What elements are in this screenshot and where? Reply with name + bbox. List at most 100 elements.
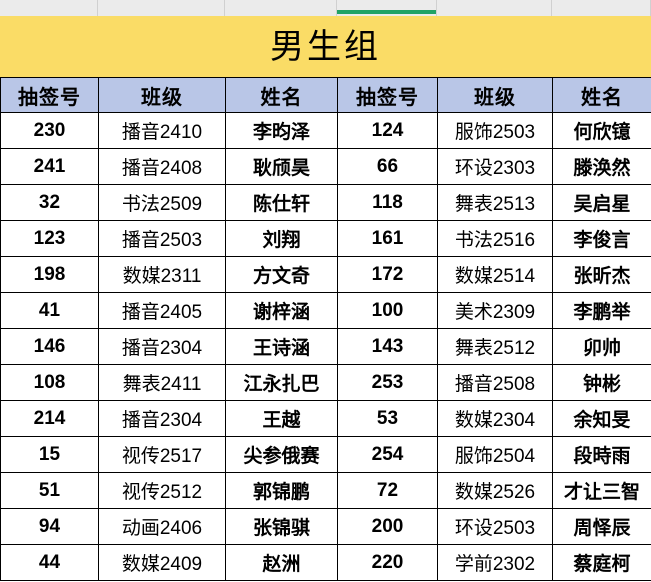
- cell-class-right: 环设2303: [437, 148, 553, 185]
- table-body: 230 播音2410 李昀泽 124 服饰2503 何欣镱 241 播音2408 耿颀昊 66 环设…: [0, 112, 651, 581]
- cell-class-right: 服饰2503: [437, 112, 553, 149]
- table-row: 241 播音2408 耿颀昊 66 环设2303 滕涣然: [0, 148, 651, 185]
- cell-draw-number-right: 200: [337, 508, 438, 545]
- cell-name-right: 张昕杰: [552, 256, 651, 293]
- cell-class-right: 播音2508: [437, 364, 553, 401]
- cell-name-right: 吴启星: [552, 184, 651, 221]
- cell-name-left: 刘翔: [225, 220, 338, 257]
- cell-name-left: 江永扎巴: [225, 364, 338, 401]
- cell-draw-number-right: 254: [337, 436, 438, 473]
- cell-class-left: 视传2517: [98, 436, 226, 473]
- spreadsheet-column-header-6[interactable]: [552, 0, 651, 16]
- cell-class-right: 数媒2304: [437, 400, 553, 437]
- table-row: 51 视传2512 郭锦鹏 72 数媒2526 才让三智: [0, 472, 651, 509]
- column-header-draw-number-left: 抽签号: [0, 77, 99, 113]
- spreadsheet-column-header-strip: [0, 0, 651, 16]
- cell-name-left: 郭锦鹏: [225, 472, 338, 509]
- spreadsheet-column-header-2[interactable]: [98, 0, 225, 16]
- cell-name-left: 耿颀昊: [225, 148, 338, 185]
- cell-draw-number-left: 94: [0, 508, 99, 545]
- cell-draw-number-right: 220: [337, 544, 438, 581]
- table-row: 198 数媒2311 方文奇 172 数媒2514 张昕杰: [0, 256, 651, 293]
- cell-draw-number-left: 123: [0, 220, 99, 257]
- spreadsheet-column-header-3[interactable]: [225, 0, 337, 16]
- cell-draw-number-left: 241: [0, 148, 99, 185]
- cell-draw-number-left: 44: [0, 544, 99, 581]
- cell-name-left: 谢梓涵: [225, 292, 338, 329]
- column-header-name-left: 姓名: [225, 77, 338, 113]
- cell-class-left: 书法2509: [98, 184, 226, 221]
- cell-class-left: 播音2503: [98, 220, 226, 257]
- table-row: 44 数媒2409 赵洲 220 学前2302 蔡庭柯: [0, 544, 651, 581]
- table-row: 94 动画2406 张锦骐 200 环设2503 周怿辰: [0, 508, 651, 545]
- cell-name-left: 尖参俄赛: [225, 436, 338, 473]
- cell-name-right: 钟彬: [552, 364, 651, 401]
- cell-name-left: 王越: [225, 400, 338, 437]
- cell-draw-number-right: 118: [337, 184, 438, 221]
- cell-name-right: 段時雨: [552, 436, 651, 473]
- table-row: 214 播音2304 王越 53 数媒2304 余知旻: [0, 400, 651, 437]
- cell-class-left: 播音2408: [98, 148, 226, 185]
- cell-class-right: 美术2309: [437, 292, 553, 329]
- page-title: 男生组: [270, 26, 381, 67]
- cell-draw-number-right: 143: [337, 328, 438, 365]
- cell-name-right: 李俊言: [552, 220, 651, 257]
- cell-draw-number-right: 161: [337, 220, 438, 257]
- table-row: 108 舞表2411 江永扎巴 253 播音2508 钟彬: [0, 364, 651, 401]
- cell-name-right: 蔡庭柯: [552, 544, 651, 581]
- table-row: 123 播音2503 刘翔 161 书法2516 李俊言: [0, 220, 651, 257]
- cell-draw-number-right: 253: [337, 364, 438, 401]
- cell-draw-number-left: 15: [0, 436, 99, 473]
- cell-class-right: 学前2302: [437, 544, 553, 581]
- cell-name-right: 卯帅: [552, 328, 651, 365]
- table-header: 抽签号 班级 姓名 抽签号 班级 姓名: [0, 77, 651, 113]
- spreadsheet-column-header-4[interactable]: [337, 0, 437, 16]
- cell-draw-number-left: 146: [0, 328, 99, 365]
- cell-class-left: 动画2406: [98, 508, 226, 545]
- cell-class-left: 播音2405: [98, 292, 226, 329]
- cell-class-left: 数媒2311: [98, 256, 226, 293]
- table-row: 146 播音2304 王诗涵 143 舞表2512 卯帅: [0, 328, 651, 365]
- cell-class-right: 数媒2526: [437, 472, 553, 509]
- cell-name-right: 李鹏举: [552, 292, 651, 329]
- spreadsheet-column-header-5[interactable]: [437, 0, 552, 16]
- table-row: 230 播音2410 李昀泽 124 服饰2503 何欣镱: [0, 112, 651, 149]
- cell-draw-number-right: 72: [337, 472, 438, 509]
- cell-name-left: 陈仕轩: [225, 184, 338, 221]
- cell-class-left: 播音2304: [98, 400, 226, 437]
- cell-name-right: 何欣镱: [552, 112, 651, 149]
- cell-class-right: 舞表2512: [437, 328, 553, 365]
- cell-class-left: 播音2410: [98, 112, 226, 149]
- cell-class-right: 舞表2513: [437, 184, 553, 221]
- cell-draw-number-right: 172: [337, 256, 438, 293]
- cell-class-right: 书法2516: [437, 220, 553, 257]
- cell-draw-number-right: 66: [337, 148, 438, 185]
- cell-class-right: 服饰2504: [437, 436, 553, 473]
- cell-class-right: 数媒2514: [437, 256, 553, 293]
- cell-class-left: 视传2512: [98, 472, 226, 509]
- table-row: 32 书法2509 陈仕轩 118 舞表2513 吴启星: [0, 184, 651, 221]
- cell-draw-number-left: 51: [0, 472, 99, 509]
- cell-draw-number-left: 214: [0, 400, 99, 437]
- title-banner: 男生组: [0, 16, 651, 77]
- cell-draw-number-right: 124: [337, 112, 438, 149]
- column-header-name-right: 姓名: [552, 77, 651, 113]
- cell-name-right: 周怿辰: [552, 508, 651, 545]
- cell-name-right: 才让三智: [552, 472, 651, 509]
- roster-table: 抽签号 班级 姓名 抽签号 班级 姓名 230 播音2410 李昀泽 124 服饰2503 何欣镱 2…: [0, 77, 651, 581]
- cell-name-right: 滕涣然: [552, 148, 651, 185]
- cell-class-left: 舞表2411: [98, 364, 226, 401]
- cell-draw-number-left: 230: [0, 112, 99, 149]
- spreadsheet-column-header-1[interactable]: [0, 0, 98, 16]
- table-row: 41 播音2405 谢梓涵 100 美术2309 李鹏举: [0, 292, 651, 329]
- cell-name-left: 张锦骐: [225, 508, 338, 545]
- cell-name-left: 赵洲: [225, 544, 338, 581]
- cell-draw-number-left: 32: [0, 184, 99, 221]
- cell-draw-number-left: 41: [0, 292, 99, 329]
- cell-class-left: 播音2304: [98, 328, 226, 365]
- column-header-class-left: 班级: [98, 77, 226, 113]
- cell-draw-number-left: 108: [0, 364, 99, 401]
- cell-class-left: 数媒2409: [98, 544, 226, 581]
- cell-name-left: 李昀泽: [225, 112, 338, 149]
- cell-name-left: 王诗涵: [225, 328, 338, 365]
